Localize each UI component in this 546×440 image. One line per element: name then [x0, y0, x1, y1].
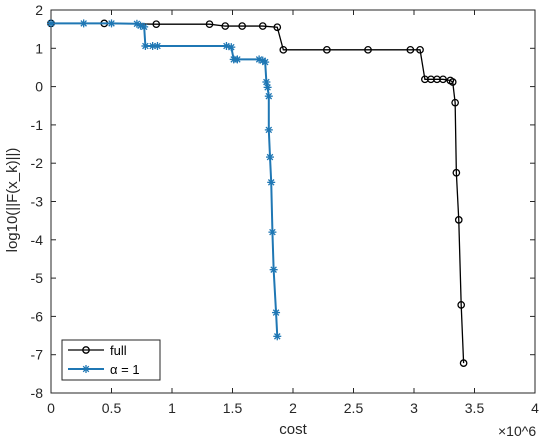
x-axis-ticks: 0 0.5 1 1.5 2 2.5 3 3.5 4 [47, 10, 539, 416]
data-point-alpha [273, 332, 282, 341]
data-point-alpha [79, 19, 88, 28]
plot-area [50, 9, 536, 394]
legend: full α = 1 [61, 339, 161, 381]
y-tick-label: 1 [35, 40, 43, 56]
data-point-full [459, 359, 468, 367]
x-tick-label: 2.5 [344, 400, 364, 416]
y-tick-label: -2 [31, 155, 44, 171]
data-point-alpha [266, 153, 275, 162]
series-layer [47, 19, 468, 367]
data-point-full [406, 45, 415, 54]
x-axis-multiplier: ×10^6 [498, 423, 536, 439]
data-point-full [323, 45, 331, 54]
data-point-full [221, 22, 230, 30]
data-point-full [205, 20, 214, 29]
data-point-alpha [107, 19, 116, 28]
data-point-full [448, 78, 457, 86]
y-tick-label: -5 [31, 270, 44, 286]
legend-label-full: full [110, 343, 127, 358]
series-full [47, 19, 468, 367]
x-tick-label: 3.5 [465, 400, 485, 416]
data-point-alpha [264, 92, 273, 101]
x-tick-label: 1.5 [223, 400, 243, 416]
y-tick-label: 2 [35, 2, 43, 18]
data-point-full [452, 168, 461, 177]
y-tick-label: -7 [31, 347, 44, 363]
data-point-alpha [264, 125, 273, 134]
legend-marker-alpha [82, 365, 90, 373]
x-tick-label: 2 [289, 400, 297, 416]
data-point-alpha [153, 42, 162, 51]
legend-marker-full [82, 346, 90, 354]
data-point-alpha [267, 178, 276, 187]
data-point-full [416, 45, 424, 54]
data-point-full [152, 20, 161, 29]
x-tick-label: 0 [47, 400, 55, 416]
series-alpha [47, 19, 282, 341]
data-point-full [454, 216, 463, 224]
y-axis-label: log10(||F(x_k)||) [4, 148, 21, 253]
data-point-alpha [141, 42, 150, 51]
data-point-alpha [268, 228, 277, 237]
data-point-alpha [263, 83, 272, 92]
legend-entries: full α = 1 [68, 343, 140, 377]
y-tick-label: -4 [31, 232, 44, 248]
data-point-full [238, 22, 247, 30]
x-tick-label: 3 [410, 400, 418, 416]
y-tick-label: -3 [31, 194, 44, 210]
data-point-full [279, 45, 288, 54]
x-axis-label: cost [279, 421, 307, 438]
y-tick-label: 0 [35, 79, 43, 95]
x-tick-label: 4 [531, 400, 539, 416]
legend-box [61, 339, 161, 381]
y-tick-label: -8 [31, 385, 44, 401]
data-point-full [439, 75, 447, 84]
data-point-full [273, 23, 282, 32]
y-axis-ticks: -8 -7 -6 -5 -4 -3 -2 -1 0 1 2 [31, 2, 535, 401]
legend-label-alpha: α = 1 [110, 362, 140, 377]
data-point-full [451, 98, 459, 107]
x-tick-label: 0.5 [102, 400, 122, 416]
data-point-alpha [227, 43, 236, 52]
data-point-alpha [47, 19, 55, 28]
data-point-alpha [272, 308, 281, 317]
y-tick-label: -6 [31, 308, 44, 324]
data-point-alpha [222, 42, 231, 51]
data-point-alpha [233, 55, 242, 64]
data-point-full [364, 45, 372, 54]
data-point-alpha [140, 22, 149, 31]
data-point-alpha [261, 58, 270, 67]
data-point-full [258, 22, 267, 30]
y-tick-label: -1 [31, 117, 44, 133]
data-point-alpha [136, 21, 145, 30]
data-point-alpha [269, 265, 278, 274]
data-point-alpha [262, 78, 271, 87]
data-point-full [457, 301, 466, 309]
x-tick-label: 1 [168, 400, 176, 416]
